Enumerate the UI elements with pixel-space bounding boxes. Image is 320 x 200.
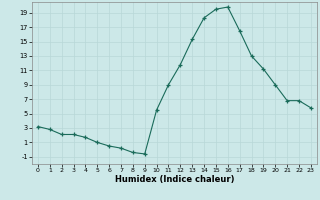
X-axis label: Humidex (Indice chaleur): Humidex (Indice chaleur) (115, 175, 234, 184)
